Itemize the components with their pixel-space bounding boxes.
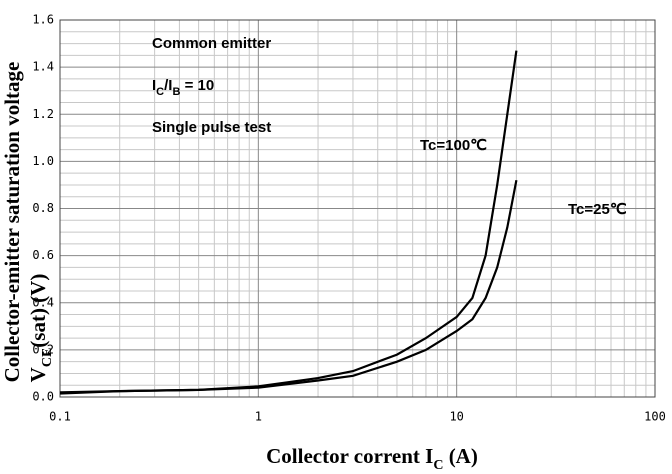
text-part: (sat) (V) <box>26 274 50 348</box>
y-tick-label: 0.4 <box>32 295 54 309</box>
y-tick-label: 0.0 <box>32 390 54 404</box>
y-tick-label: 0.2 <box>32 342 54 356</box>
x-tick-label: 10 <box>449 410 463 424</box>
grid <box>59 19 656 398</box>
text-part: = 10 <box>180 77 214 94</box>
text-part: C <box>433 458 443 473</box>
y-axis-label: VCE(sat) (V) <box>26 274 55 383</box>
text-part: C <box>156 86 164 98</box>
text-part: Collector corrent I <box>266 444 433 468</box>
y-tick-label: 1.0 <box>32 154 54 168</box>
text-part: /I <box>164 77 172 94</box>
x-tick-label: 1 <box>255 410 262 424</box>
y-tick-label: 0.8 <box>32 201 54 215</box>
annotation: Common emitter <box>152 35 271 52</box>
text-part: V <box>26 367 50 382</box>
series-line <box>59 179 518 394</box>
y-tick-label: 1.4 <box>32 60 54 74</box>
x-tick-label: 0.1 <box>49 410 71 424</box>
plot-frame <box>59 19 656 398</box>
y-tick-label: 0.6 <box>32 248 54 262</box>
y-tick-label: 1.6 <box>32 13 54 27</box>
annotation: IC/IB = 10 <box>152 77 214 98</box>
text-part: CE <box>40 348 55 367</box>
plot <box>59 50 518 395</box>
x-tick-label: 100 <box>644 410 666 424</box>
annotation: Single pulse test <box>152 119 271 136</box>
y-axis-label: Collector-emitter saturation voltage <box>0 62 24 383</box>
x-axis-label: Collector corrent IC (A) <box>266 444 478 473</box>
text-part: (A) <box>443 444 477 468</box>
text-part: B <box>172 86 180 98</box>
series-label: Tc=100℃ <box>420 137 487 154</box>
series-label: Tc=25℃ <box>568 201 627 218</box>
text-part: I <box>152 77 156 94</box>
y-tick-label: 1.2 <box>32 107 54 121</box>
